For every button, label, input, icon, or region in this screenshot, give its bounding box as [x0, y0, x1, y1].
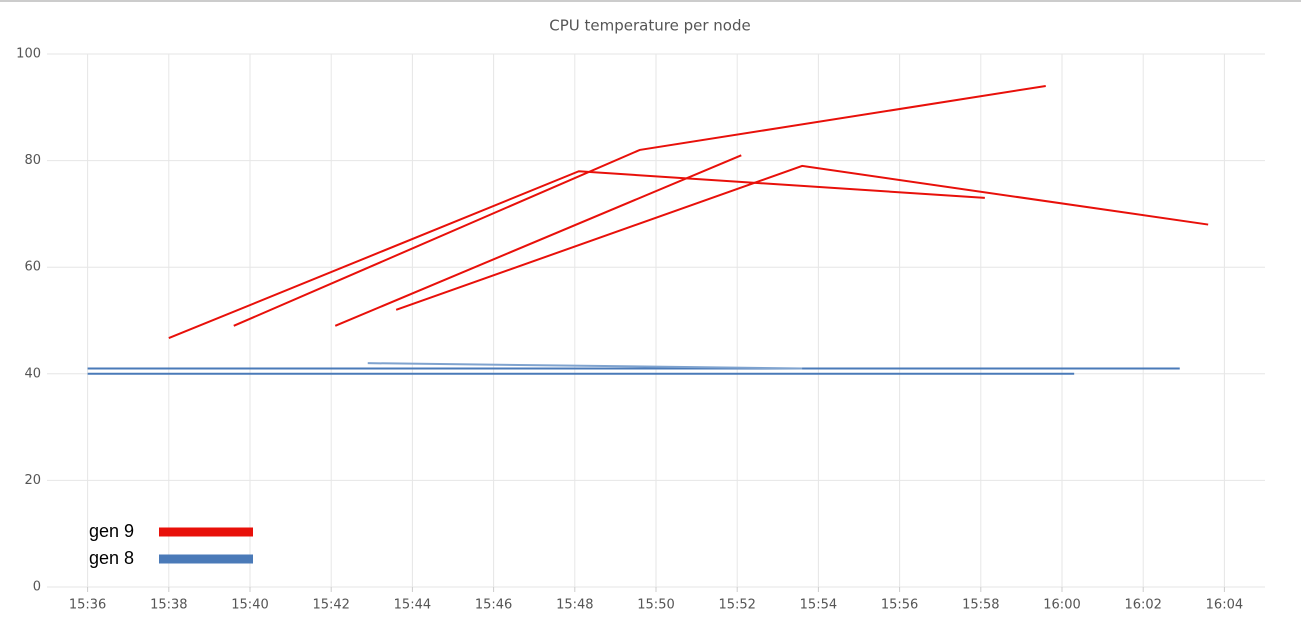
legend-swatch	[159, 554, 253, 564]
series-line	[395, 164, 1209, 311]
legend-swatch	[159, 527, 253, 537]
x-tick-label: 15:52	[718, 598, 755, 613]
x-tick-label: 15:56	[881, 598, 918, 613]
x-tick-label: 15:46	[475, 598, 512, 613]
legend-label: gen 8	[89, 548, 134, 568]
y-tick-label: 40	[24, 366, 41, 381]
x-tick-label: 15:54	[800, 598, 837, 613]
series-line	[168, 170, 985, 340]
x-tick-label: 15:38	[150, 598, 187, 613]
y-tick-label: 100	[16, 47, 41, 62]
series-line	[367, 362, 803, 370]
x-tick-label: 15:44	[394, 598, 431, 613]
x-tick-label: 15:50	[637, 598, 674, 613]
series-line	[334, 154, 742, 327]
legend-label: gen 9	[89, 521, 134, 541]
x-tick-label: 15:48	[556, 598, 593, 613]
y-tick-label: 60	[24, 260, 41, 275]
y-tick-label: 0	[33, 580, 41, 595]
x-tick-label: 15:42	[312, 598, 349, 613]
series-line	[233, 84, 1046, 327]
x-tick-label: 15:40	[231, 598, 268, 613]
x-tick-label: 16:00	[1043, 598, 1080, 613]
y-tick-label: 80	[24, 153, 41, 168]
chart-title: CPU temperature per node	[549, 17, 750, 35]
y-tick-label: 20	[24, 473, 41, 488]
x-tick-label: 16:04	[1206, 598, 1243, 613]
x-tick-label: 15:58	[962, 598, 999, 613]
x-tick-label: 16:02	[1124, 598, 1161, 613]
x-tick-label: 15:36	[69, 598, 106, 613]
